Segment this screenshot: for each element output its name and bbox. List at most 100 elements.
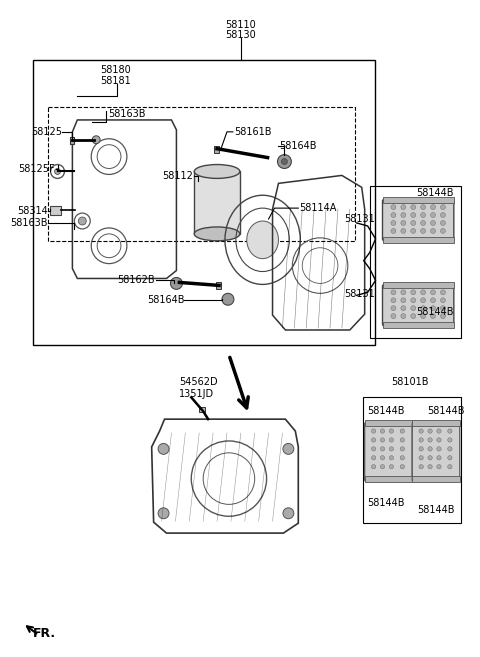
Circle shape	[400, 464, 405, 469]
Circle shape	[419, 447, 423, 451]
Circle shape	[391, 313, 396, 319]
Circle shape	[401, 313, 406, 319]
Circle shape	[431, 213, 435, 217]
Circle shape	[428, 455, 432, 460]
Circle shape	[419, 429, 423, 433]
Circle shape	[283, 508, 294, 519]
Circle shape	[411, 306, 416, 311]
Text: 54562D: 54562D	[180, 378, 218, 388]
Bar	[383, 322, 454, 328]
Circle shape	[431, 313, 435, 319]
Text: 58181: 58181	[100, 76, 131, 86]
Circle shape	[448, 455, 452, 460]
Circle shape	[448, 464, 452, 469]
Circle shape	[277, 154, 291, 168]
Circle shape	[420, 306, 426, 311]
Circle shape	[401, 229, 406, 233]
Circle shape	[391, 204, 396, 210]
Text: 58112: 58112	[162, 171, 193, 181]
Circle shape	[428, 429, 432, 433]
FancyBboxPatch shape	[383, 284, 454, 326]
Text: 58314: 58314	[17, 206, 48, 216]
Text: 58164B: 58164B	[147, 295, 184, 306]
Bar	[216, 283, 221, 289]
Circle shape	[431, 221, 435, 225]
Ellipse shape	[194, 227, 240, 241]
Circle shape	[55, 168, 60, 175]
Circle shape	[441, 298, 445, 303]
Circle shape	[441, 229, 445, 233]
Circle shape	[391, 290, 396, 295]
Ellipse shape	[194, 164, 240, 179]
Circle shape	[411, 313, 416, 319]
Circle shape	[372, 447, 376, 451]
Circle shape	[428, 447, 432, 451]
Circle shape	[431, 229, 435, 233]
Bar	[412, 476, 460, 482]
Ellipse shape	[247, 221, 278, 259]
Bar	[383, 283, 454, 288]
Circle shape	[401, 290, 406, 295]
Bar	[365, 476, 412, 482]
Text: 58144B: 58144B	[416, 307, 454, 317]
Circle shape	[419, 438, 423, 442]
Circle shape	[411, 298, 416, 303]
Text: 58125: 58125	[32, 127, 62, 137]
Circle shape	[92, 136, 100, 144]
Text: 58163B: 58163B	[108, 109, 145, 119]
Circle shape	[401, 306, 406, 311]
Circle shape	[420, 229, 426, 233]
FancyBboxPatch shape	[383, 199, 454, 241]
Circle shape	[448, 429, 452, 433]
Circle shape	[441, 313, 445, 319]
Circle shape	[380, 447, 384, 451]
Circle shape	[420, 313, 426, 319]
Circle shape	[380, 455, 384, 460]
Text: 58114A: 58114A	[300, 203, 336, 213]
Bar	[365, 420, 412, 426]
Circle shape	[441, 213, 445, 217]
Circle shape	[437, 438, 441, 442]
Circle shape	[420, 221, 426, 225]
Circle shape	[372, 438, 376, 442]
Circle shape	[281, 158, 288, 164]
FancyBboxPatch shape	[365, 422, 412, 482]
Circle shape	[391, 221, 396, 225]
Circle shape	[389, 464, 394, 469]
Circle shape	[372, 429, 376, 433]
Circle shape	[411, 221, 416, 225]
Bar	[194, 171, 240, 234]
Circle shape	[391, 213, 396, 217]
Bar	[33, 60, 374, 345]
Circle shape	[431, 204, 435, 210]
Circle shape	[372, 455, 376, 460]
Circle shape	[372, 464, 376, 469]
Circle shape	[420, 213, 426, 217]
Text: 58144B: 58144B	[368, 499, 405, 509]
Text: 58163B: 58163B	[10, 218, 48, 228]
Text: FR.: FR.	[33, 627, 56, 640]
Circle shape	[401, 213, 406, 217]
Circle shape	[389, 447, 394, 451]
Text: 58144B: 58144B	[417, 505, 455, 515]
Circle shape	[420, 290, 426, 295]
Circle shape	[441, 221, 445, 225]
Circle shape	[431, 298, 435, 303]
Circle shape	[400, 455, 405, 460]
Bar	[383, 237, 454, 243]
Text: 58110: 58110	[226, 20, 256, 30]
Circle shape	[428, 438, 432, 442]
Bar	[214, 146, 219, 152]
Bar	[49, 206, 61, 215]
Text: 58125F: 58125F	[18, 164, 55, 175]
Circle shape	[391, 298, 396, 303]
Text: 58101B: 58101B	[391, 378, 429, 388]
Circle shape	[448, 447, 452, 451]
Circle shape	[391, 229, 396, 233]
Circle shape	[400, 429, 405, 433]
Circle shape	[158, 508, 169, 519]
Circle shape	[400, 447, 405, 451]
Circle shape	[441, 306, 445, 311]
Circle shape	[437, 447, 441, 451]
Circle shape	[437, 455, 441, 460]
